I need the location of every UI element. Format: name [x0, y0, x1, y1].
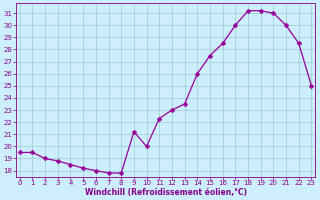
X-axis label: Windchill (Refroidissement éolien,°C): Windchill (Refroidissement éolien,°C) — [84, 188, 247, 197]
